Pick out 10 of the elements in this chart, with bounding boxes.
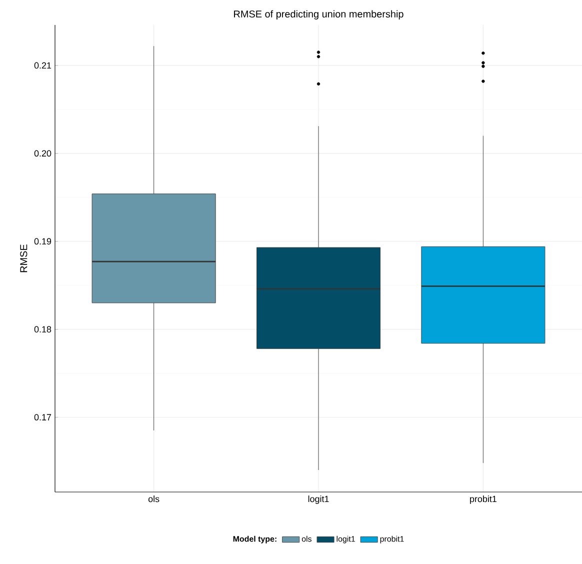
x-tick-label: probit1 bbox=[470, 496, 496, 504]
y-tick-label: 0.18 bbox=[34, 326, 52, 332]
y-tick-label: 0.20 bbox=[34, 150, 52, 157]
x-tick-label: logit1 bbox=[308, 496, 329, 504]
y-axis-title: RMSE bbox=[20, 244, 28, 272]
y-tick-label: 0.17 bbox=[34, 414, 52, 420]
chart-title: RMSE of predicting union membership bbox=[234, 10, 404, 20]
y-tick-label: 0.19 bbox=[34, 238, 52, 245]
x-tick-label: ols bbox=[148, 496, 160, 502]
y-tick-label: 0.21 bbox=[34, 62, 52, 69]
